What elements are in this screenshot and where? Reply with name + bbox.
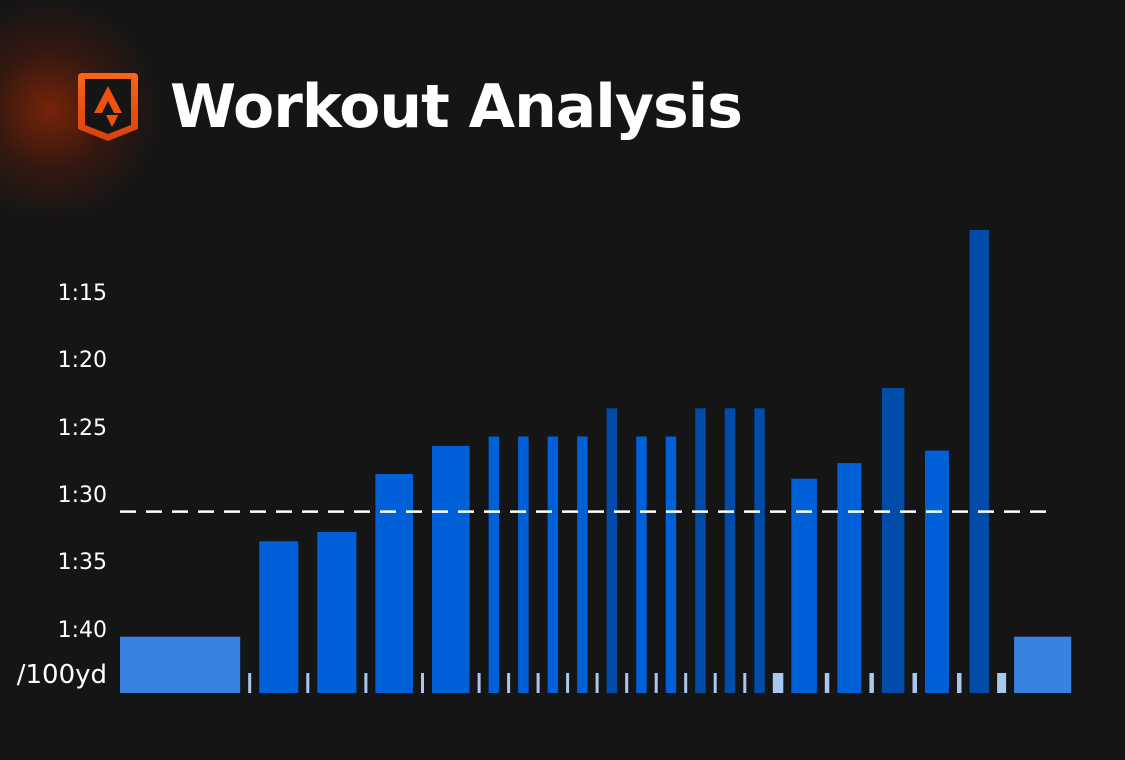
interval-bar[interactable] <box>969 230 990 693</box>
rest-marker <box>912 673 917 693</box>
interval-bar[interactable] <box>665 436 677 694</box>
rest-marker <box>421 673 424 693</box>
rest-marker <box>997 673 1007 693</box>
rest-marker <box>743 673 747 693</box>
rest-marker <box>654 673 658 693</box>
interval-bar[interactable] <box>881 388 905 693</box>
rest-marker <box>364 673 368 693</box>
interval-bar[interactable] <box>375 474 413 693</box>
interval-bar[interactable] <box>606 408 618 693</box>
rest-marker <box>306 673 310 693</box>
rest-marker <box>566 673 570 693</box>
interval-bar[interactable] <box>636 436 647 694</box>
interval-bar[interactable] <box>577 436 588 694</box>
interval-bar[interactable] <box>754 408 765 693</box>
y-tick-label: 1:20 <box>58 348 107 373</box>
y-tick-label: 1:35 <box>58 550 107 575</box>
interval-bar[interactable] <box>791 478 817 693</box>
y-axis-unit-label: /100yd <box>17 660 107 690</box>
y-tick-label: 1:15 <box>58 281 107 306</box>
rest-marker <box>684 673 688 693</box>
chart-rest-markers <box>248 673 1007 693</box>
interval-bar[interactable] <box>259 541 299 693</box>
chart-y-axis: 1:15 1:20 1:25 1:30 1:35 1:40 <box>58 281 107 643</box>
y-tick-label: 1:40 <box>58 618 107 643</box>
interval-bar[interactable] <box>695 408 706 693</box>
rest-marker <box>248 673 252 693</box>
rest-marker <box>772 673 784 693</box>
interval-bar[interactable] <box>432 445 470 693</box>
rest-marker <box>625 673 629 693</box>
rest-marker <box>824 673 830 693</box>
interval-bar[interactable] <box>724 408 736 693</box>
interval-bar[interactable] <box>1014 636 1072 693</box>
chart-bars <box>120 230 1072 694</box>
rest-marker <box>595 673 599 693</box>
interval-bar[interactable] <box>925 450 949 693</box>
rest-marker <box>507 673 511 693</box>
y-tick-label: 1:30 <box>58 483 107 508</box>
interval-bar[interactable] <box>837 463 862 693</box>
strava-shield-icon <box>78 73 138 141</box>
rest-marker <box>869 673 874 693</box>
rest-marker <box>713 673 717 693</box>
interval-bar[interactable] <box>488 436 500 694</box>
header: Workout Analysis <box>76 70 743 144</box>
rest-marker <box>477 673 481 693</box>
rest-marker <box>536 673 540 693</box>
rest-marker <box>957 673 962 693</box>
interval-bar[interactable] <box>518 436 529 694</box>
interval-bar[interactable] <box>317 531 357 693</box>
y-tick-label: 1:25 <box>58 416 107 441</box>
interval-bar[interactable] <box>120 636 241 693</box>
interval-bar[interactable] <box>547 436 559 694</box>
page-title: Workout Analysis <box>170 72 743 142</box>
